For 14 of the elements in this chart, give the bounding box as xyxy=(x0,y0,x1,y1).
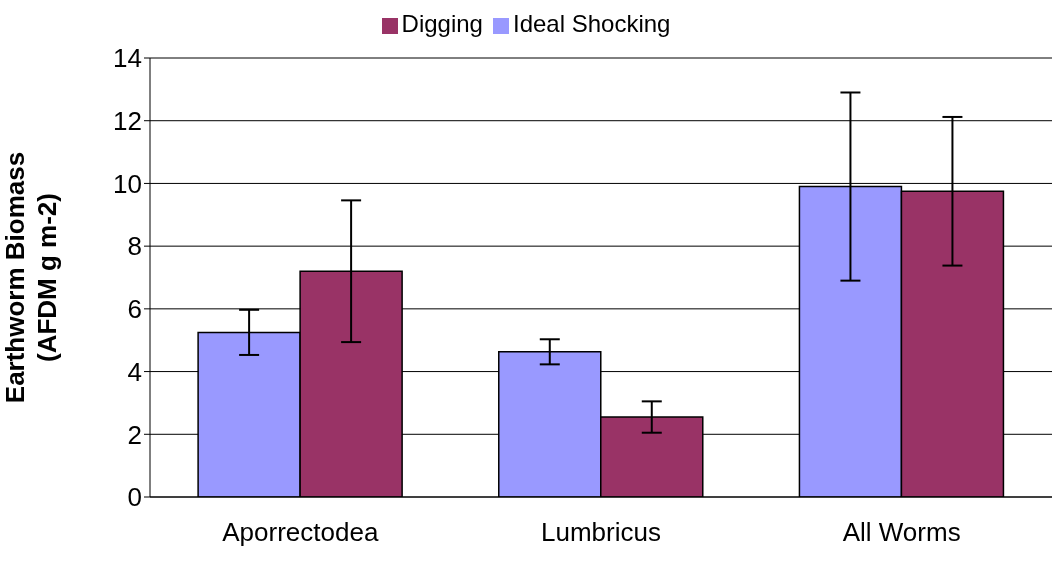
y-tick-label: 8 xyxy=(127,231,142,262)
y-tick-label: 2 xyxy=(127,419,142,450)
x-tick-label: Lumbricus xyxy=(541,517,661,548)
legend-label: Ideal Shocking xyxy=(512,10,671,37)
y-axis-title: Earthworm Biomass (AFDM g m-2) xyxy=(0,151,62,404)
y-tick-label: 10 xyxy=(113,168,142,199)
y-tick-label: 0 xyxy=(127,482,142,513)
y-tick-label: 6 xyxy=(127,294,142,325)
x-tick-label: Aporrectodea xyxy=(222,517,379,548)
y-tick-label: 14 xyxy=(113,43,142,74)
legend-label: Digging xyxy=(401,10,483,37)
x-tick-label: All Worms xyxy=(842,517,961,548)
y-tick-label: 12 xyxy=(113,105,142,136)
y-tick-label: 4 xyxy=(127,356,142,387)
